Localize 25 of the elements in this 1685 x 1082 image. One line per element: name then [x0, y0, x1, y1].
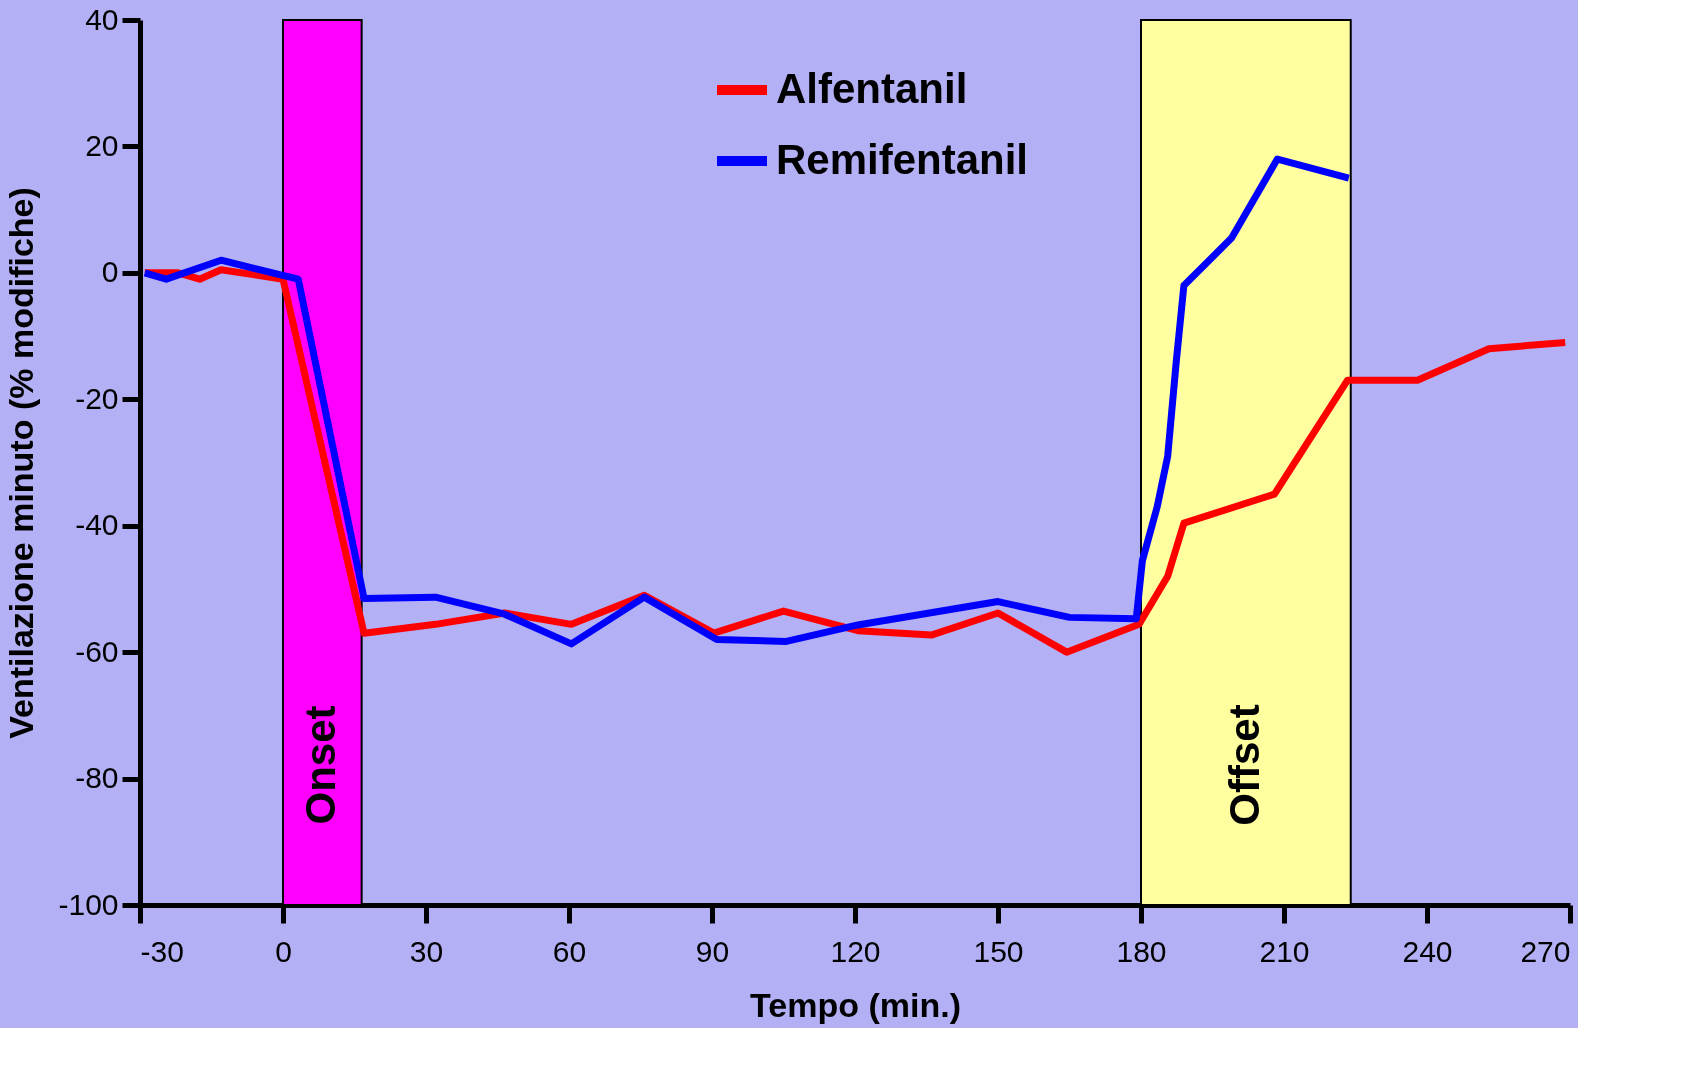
- x-tick-label: 60: [552, 934, 587, 968]
- y-tick-label: 0: [101, 255, 119, 289]
- x-tick-label: 270: [1520, 934, 1571, 968]
- x-tick-label: 30: [409, 934, 444, 968]
- y-axis-title: Ventilazione minuto (% modifiche): [2, 187, 41, 739]
- y-tick-label: -40: [75, 508, 119, 542]
- x-tick-label: -30: [140, 934, 184, 968]
- x-axis-title: Tempo (min.): [750, 985, 961, 1024]
- band-label: Onset: [297, 705, 345, 825]
- legend-label: Remifentanil: [776, 136, 1029, 183]
- legend-label: Alfentanil: [776, 65, 968, 112]
- y-tick-label: 20: [85, 128, 119, 162]
- x-tick-label: 120: [830, 934, 881, 968]
- x-tick-label: 150: [973, 934, 1024, 968]
- y-tick-label: -60: [75, 634, 119, 668]
- x-tick-label: 90: [695, 934, 730, 968]
- x-tick-label: 240: [1402, 934, 1453, 968]
- y-tick-label: 40: [85, 2, 119, 36]
- x-tick-label: 180: [1116, 934, 1167, 968]
- y-tick-label: -80: [75, 761, 119, 795]
- band-label: Offset: [1220, 704, 1268, 826]
- y-tick-label: -100: [58, 887, 119, 921]
- y-tick-label: -20: [75, 381, 119, 415]
- x-tick-label: 210: [1259, 934, 1310, 968]
- x-tick-label: 0: [275, 934, 292, 968]
